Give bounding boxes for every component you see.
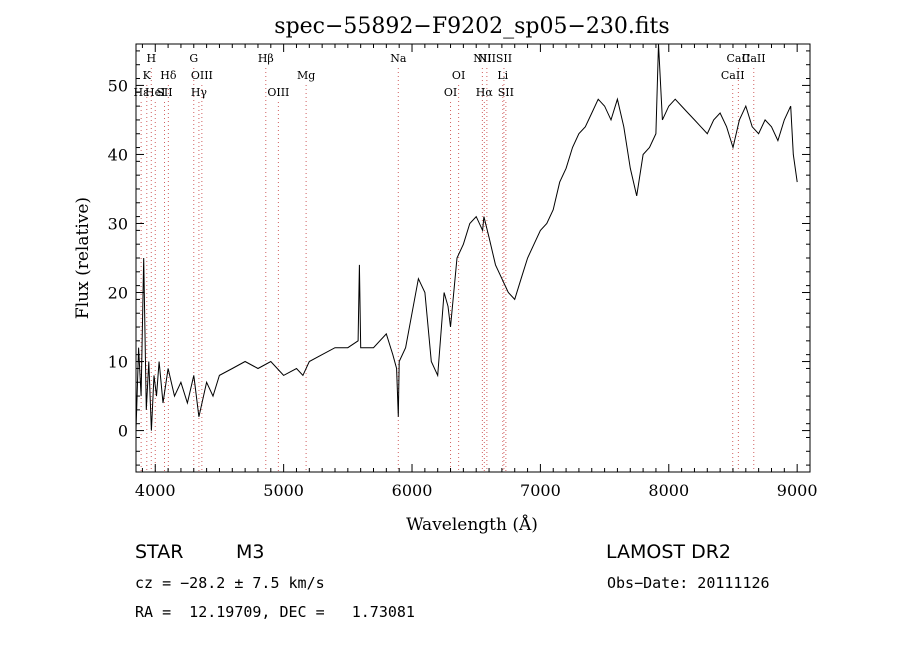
line-label: Hγ	[191, 86, 208, 99]
line-label: CaII	[742, 52, 766, 65]
survey-name: LAMOST DR2	[606, 541, 731, 563]
line-label: HeI	[145, 86, 165, 99]
x-tick-label: 5000	[263, 481, 304, 500]
line-label: Hδ	[160, 69, 177, 82]
line-label: OIII	[191, 69, 213, 82]
y-axis-label: Flux (relative)	[73, 197, 93, 319]
line-label: H	[146, 52, 156, 65]
line-label: CaII	[721, 69, 745, 82]
line-label: OIII	[267, 86, 289, 99]
coordinates: RA = 12.19709, DEC = 1.73081	[135, 603, 415, 621]
line-label: NII	[473, 52, 491, 65]
line-label: CaII	[727, 52, 751, 65]
line-label: Hβ	[258, 52, 274, 65]
y-tick-label: 0	[118, 422, 128, 441]
line-label: OI	[444, 86, 457, 99]
x-tick-label: 9000	[777, 481, 818, 500]
y-tick-label: 50	[108, 76, 128, 95]
observation-date: Obs−Date: 20111126	[607, 574, 770, 592]
y-tick-label: 10	[108, 353, 128, 372]
x-tick-label: 8000	[648, 481, 689, 500]
flux-series-line	[135, 43, 798, 431]
redshift-velocity: cz = −28.2 ± 7.5 km/s	[135, 574, 325, 592]
object-class: STAR	[135, 541, 184, 563]
y-axis-ticks: 0 10 20 30 40 50	[108, 50, 810, 466]
line-label: SII	[498, 86, 514, 99]
line-label: Hα	[476, 86, 494, 99]
x-tick-label: 4000	[135, 481, 176, 500]
x-tick-label: 7000	[520, 481, 561, 500]
line-label: OI	[452, 69, 465, 82]
line-label: SII	[156, 86, 172, 99]
line-label: SII	[496, 52, 512, 65]
y-tick-label: 30	[108, 214, 128, 233]
plot-frame	[135, 43, 811, 473]
x-tick-label: 6000	[392, 481, 433, 500]
line-label: Hε	[133, 86, 149, 99]
spectral-line-labels: HεKHHeISIIHδGHγOIIIHβOIIIMgNaOIOINIIHαNI…	[133, 52, 765, 99]
y-tick-label: 40	[108, 145, 128, 164]
line-label: G	[189, 52, 198, 65]
line-label: Na	[390, 52, 407, 65]
spectral-line-markers	[140, 68, 755, 472]
line-label: K	[143, 69, 152, 82]
line-label: NII	[478, 52, 496, 65]
x-axis-label: Wavelength (Å)	[406, 514, 538, 535]
y-tick-label: 20	[108, 284, 128, 303]
line-label: Mg	[297, 69, 315, 82]
line-label: Li	[497, 69, 508, 82]
x-axis-ticks: 4000 5000 6000 7000 8000 9000	[135, 44, 818, 500]
chart-title: spec−55892−F9202_sp05−230.fits	[274, 14, 669, 39]
object-subclass: M3	[236, 541, 265, 563]
